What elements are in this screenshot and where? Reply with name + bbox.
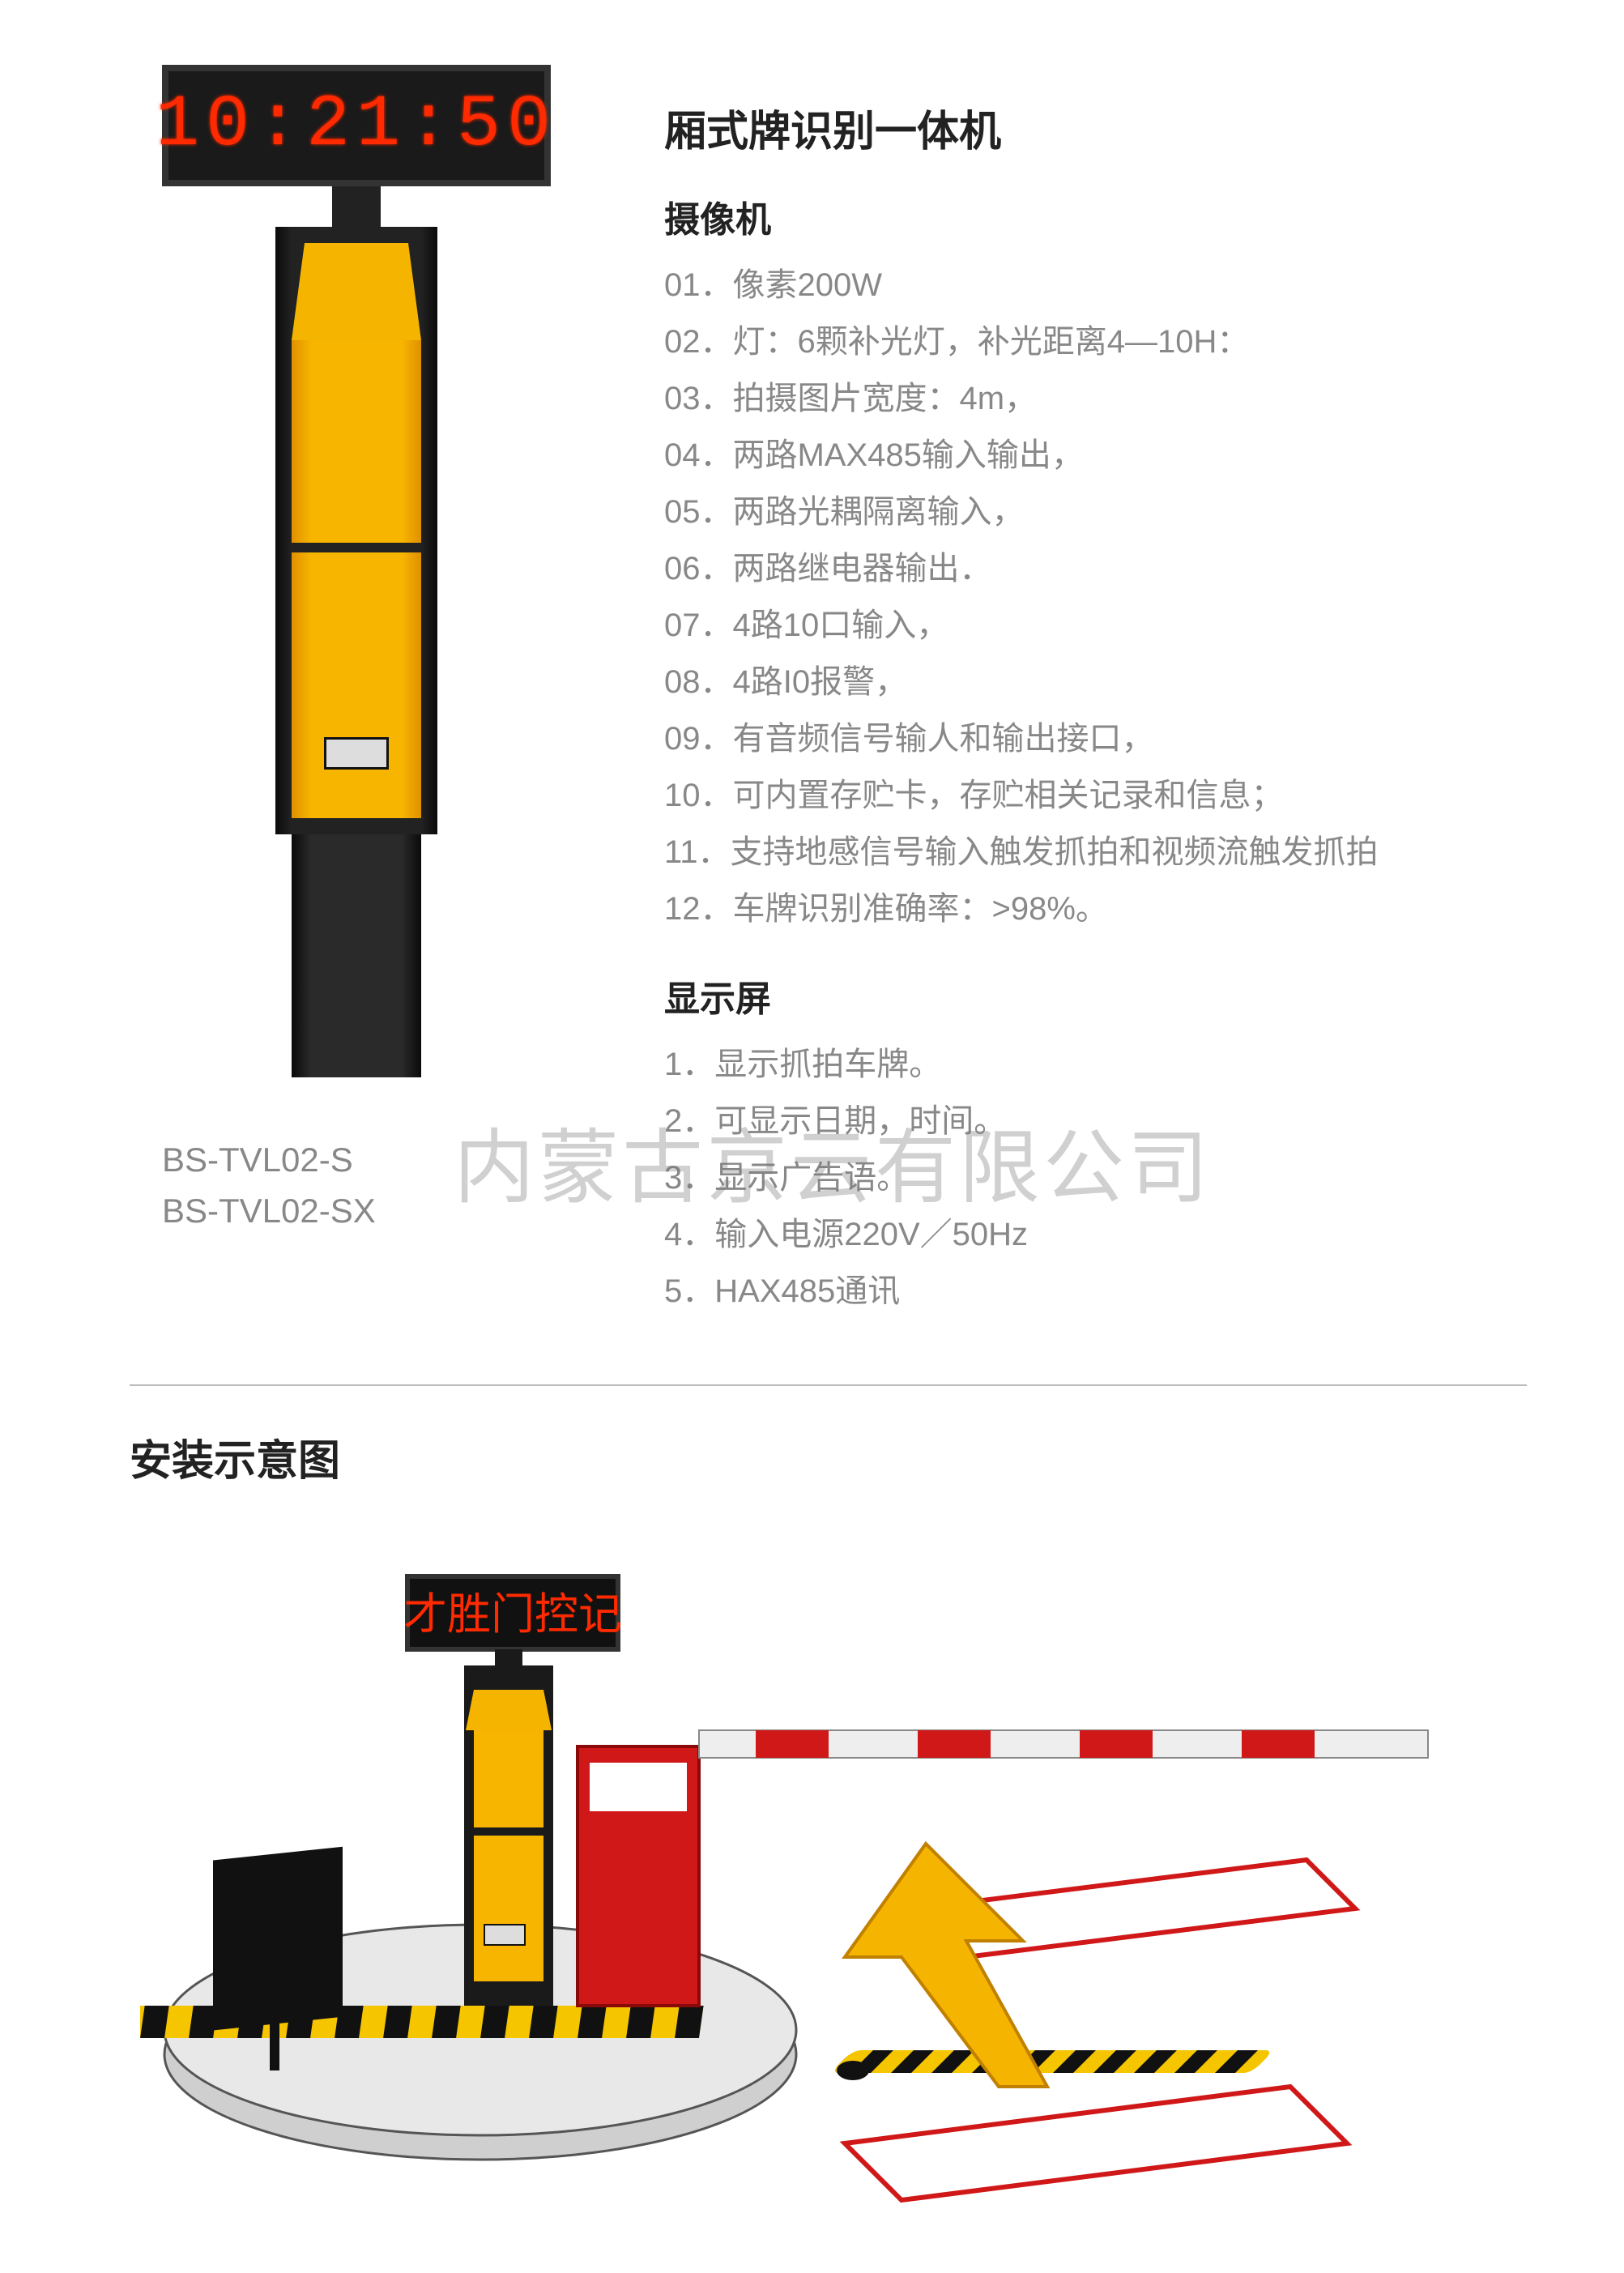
camera-spec-item: 04．两路MAX485输入输出， — [664, 427, 1527, 484]
product-image-column: 10:21:50 BS-TVL02-S BS-TVL02-SX — [130, 65, 583, 1320]
product-illustration: 10:21:50 — [130, 65, 583, 1118]
camera-spec-item: 07．4路10口输入， — [664, 597, 1527, 654]
camera-spec-item: 03．拍摄图片宽度：4m， — [664, 370, 1527, 427]
model-line-1: BS-TVL02-S — [162, 1134, 376, 1185]
spec-title: 厢式牌识别一体机 — [664, 97, 1527, 158]
display-spec-item: 2．可显示日期，时间。 — [664, 1093, 1527, 1149]
display-subtitle: 显示屏 — [664, 970, 1527, 1021]
camera-spec-item: 06．两路继电器输出． — [664, 540, 1527, 597]
install-title: 安装示意图 — [130, 1426, 1527, 1487]
camera-spec-item: 05．两路光耦隔离输入， — [664, 484, 1527, 540]
display-spec-item: 1．显示抓拍车牌。 — [664, 1036, 1527, 1093]
install-led-text: 才胜门控记 — [403, 1590, 622, 1639]
spec-column: 厢式牌识别一体机 摄像机 01．像素200W02．灯：6颗补光灯，补光距离4—1… — [664, 65, 1527, 1320]
model-line-2: BS-TVL02-SX — [162, 1185, 376, 1236]
camera-spec-item: 02．灯：6颗补光灯，补光距离4—10H： — [664, 313, 1527, 370]
card-slot — [324, 737, 389, 770]
install-diagram: 才胜门控记 — [140, 1520, 1517, 2208]
display-spec-item: 5．HAX485通讯 — [664, 1263, 1527, 1320]
camera-spec-item: 10．可内置存贮卡，存贮相关记录和信息； — [664, 767, 1527, 824]
model-labels: BS-TVL02-S BS-TVL02-SX — [130, 1134, 376, 1236]
camera-spec-list: 01．像素200W02．灯：6颗补光灯，补光距离4—10H：03．拍摄图片宽度：… — [664, 257, 1527, 937]
camera-spec-item: 08．4路I0报警， — [664, 654, 1527, 710]
camera-spec-item: 11．支持地感信号输入触发抓拍和视频流触发抓拍 — [664, 824, 1527, 881]
camera-subtitle: 摄像机 — [664, 190, 1527, 242]
display-spec-list: 1．显示抓拍车牌。2．可显示日期，时间。3．显示广告语。4．输入电源220V／5… — [664, 1036, 1527, 1320]
pillar-yellow-body — [292, 340, 421, 818]
camera-spec-item: 01．像素200W — [664, 257, 1527, 313]
camera-spec-item: 09．有音频信号输人和输出接口， — [664, 710, 1527, 767]
camera-spec-item: 12．车牌识别准确率：>98%。 — [664, 881, 1527, 937]
pillar-base — [292, 834, 421, 1077]
display-spec-item: 3．显示广告语。 — [664, 1149, 1527, 1206]
led-time-text: 10:21:50 — [156, 84, 557, 167]
section-divider — [130, 1384, 1527, 1386]
camera-hood — [292, 243, 421, 340]
led-sign: 10:21:50 — [162, 65, 551, 186]
display-spec-item: 4．输入电源220V／50Hz — [664, 1206, 1527, 1263]
